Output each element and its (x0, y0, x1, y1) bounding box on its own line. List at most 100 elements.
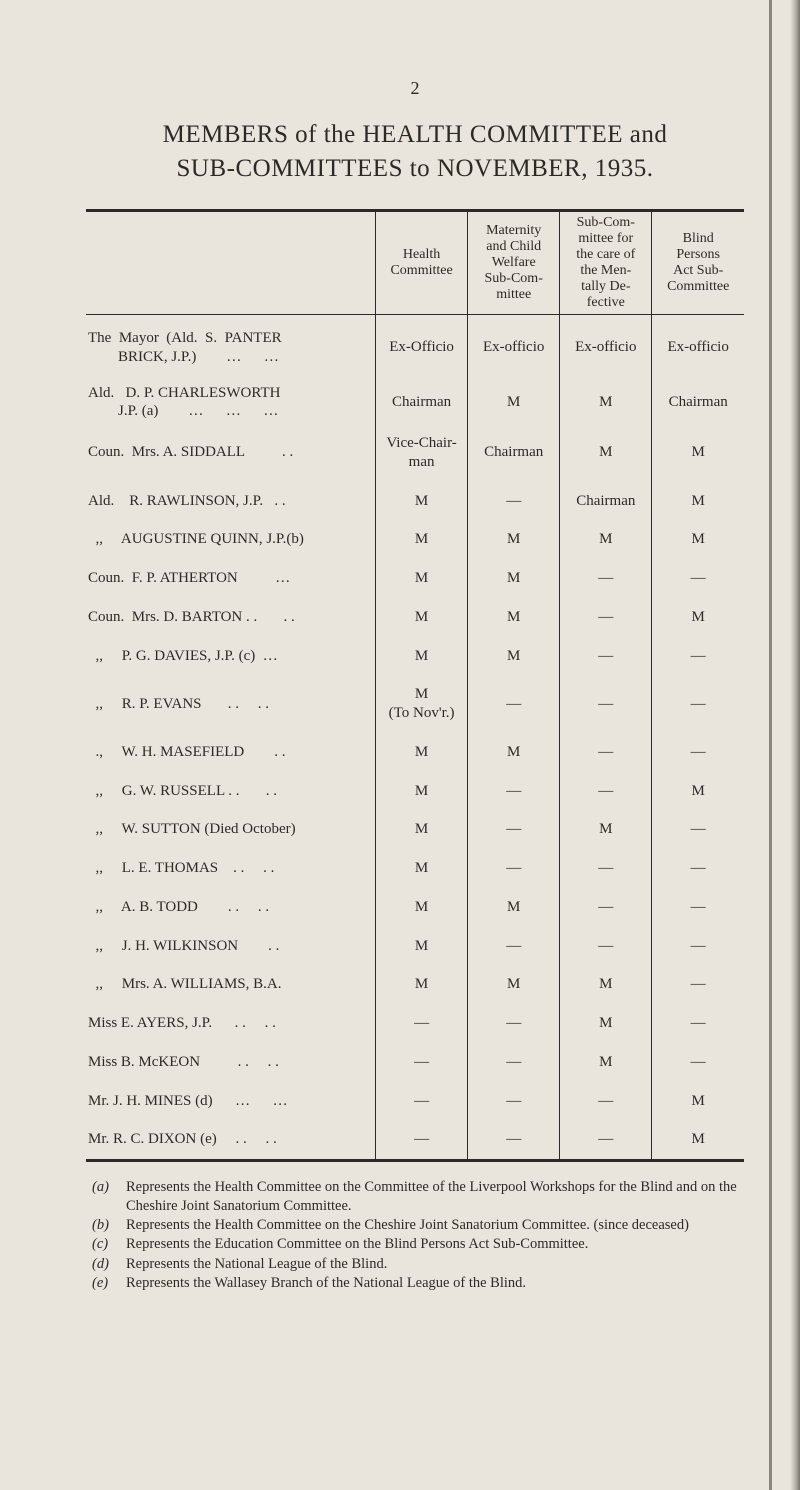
member-name-cell: ,, G. W. RUSSELL . . . . (86, 772, 376, 811)
title-line-2: SUB-COMMITTEES to NOVEMBER, 1935. (86, 155, 744, 183)
cell: — (652, 849, 744, 888)
table-row: ,, L. E. THOMAS . . . .M——— (86, 849, 744, 888)
cell: M (560, 520, 652, 559)
member-name-cell: Coun. Mrs. D. BARTON . . . . (86, 598, 376, 637)
footnote-label: (e) (92, 1274, 126, 1293)
table-row: ,, W. SUTTON (Died October)M—M— (86, 810, 744, 849)
table-row: ,, J. H. WILKINSON . .M——— (86, 927, 744, 966)
cell: Ex-officio (652, 315, 744, 370)
table-row: Mr. R. C. DIXON (e) . . . .———M (86, 1120, 744, 1160)
table-row: Coun. Mrs. D. BARTON . . . .MM—M (86, 598, 744, 637)
cell: — (468, 1043, 560, 1082)
cell: M (652, 772, 744, 811)
cell: — (560, 598, 652, 637)
cell: — (652, 637, 744, 676)
cell: M (560, 424, 652, 482)
cell: — (468, 772, 560, 811)
member-name-cell: ,, Mrs. A. WILLIAMS, B.A. (86, 965, 376, 1004)
cell: — (652, 675, 744, 733)
cell: M (652, 520, 744, 559)
cell: — (560, 559, 652, 598)
member-name-cell: ,, R. P. EVANS . . . . (86, 675, 376, 733)
cell: M (376, 927, 468, 966)
cell: M (376, 888, 468, 927)
cell: M (652, 424, 744, 482)
committee-table: Health Committee Maternity and Child Wel… (86, 209, 744, 1162)
cell: — (468, 1082, 560, 1121)
member-name-cell: Coun. F. P. ATHERTON … (86, 559, 376, 598)
member-name-cell: Mr. R. C. DIXON (e) . . . . (86, 1120, 376, 1160)
footnote-text: Represents the Education Committee on th… (126, 1235, 744, 1254)
table-row: ,, Mrs. A. WILLIAMS, B.A.MMM— (86, 965, 744, 1004)
table-body: The Mayor (Ald. S. PANTER BRICK, J.P.) …… (86, 315, 744, 1161)
footnote: (d)Represents the National League of the… (92, 1255, 744, 1274)
cell: — (560, 888, 652, 927)
member-name-cell: ,, AUGUSTINE QUINN, J.P.(b) (86, 520, 376, 559)
cell: Chairman (376, 370, 468, 425)
cell: — (468, 849, 560, 888)
cell: M (376, 849, 468, 888)
cell: — (560, 1120, 652, 1160)
title-line-1: MEMBERS of the HEALTH COMMITTEE and (86, 121, 744, 149)
cell: M (468, 637, 560, 676)
col-header-maternity: Maternity and Child Welfare Sub-Com- mit… (468, 211, 560, 315)
title-1c: HEALTH COMMITTEE (363, 121, 630, 148)
footnote: (b)Represents the Health Committee on th… (92, 1216, 744, 1235)
cell: M (376, 772, 468, 811)
table-row: ,, G. W. RUSSELL . . . .M——M (86, 772, 744, 811)
cell: M (376, 637, 468, 676)
table-row: Miss B. McKEON . . . .——M— (86, 1043, 744, 1082)
cell: M (376, 810, 468, 849)
cell: — (560, 637, 652, 676)
cell: — (652, 1004, 744, 1043)
member-name-cell: Miss E. AYERS, J.P. . . . . (86, 1004, 376, 1043)
footnote: (a)Represents the Health Committee on th… (92, 1178, 744, 1216)
cell: M (376, 598, 468, 637)
title-1d: and (630, 121, 668, 148)
cell: — (468, 1004, 560, 1043)
footnote-text: Represents the Health Committee on the C… (126, 1216, 744, 1235)
footnote-text: Represents the Health Committee on the C… (126, 1178, 744, 1216)
cell: M (468, 965, 560, 1004)
cell: — (560, 675, 652, 733)
table-row: The Mayor (Ald. S. PANTER BRICK, J.P.) …… (86, 315, 744, 370)
table-row: ., W. H. MASEFIELD . .MM—— (86, 733, 744, 772)
cell: M (376, 482, 468, 521)
cell: M (560, 810, 652, 849)
title-2b: to (410, 155, 437, 182)
table-row: ,, A. B. TODD . . . .MM—— (86, 888, 744, 927)
cell: Ex-officio (468, 315, 560, 370)
title-1a: MEMBERS (163, 121, 296, 148)
cell: — (560, 927, 652, 966)
cell: Chairman (468, 424, 560, 482)
cell: — (468, 927, 560, 966)
cell: — (652, 965, 744, 1004)
footnote-label: (c) (92, 1235, 126, 1254)
member-name-cell: ,, A. B. TODD . . . . (86, 888, 376, 927)
cell: — (468, 1120, 560, 1160)
cell: — (560, 1082, 652, 1121)
cell: — (376, 1120, 468, 1160)
member-name-cell: Mr. J. H. MINES (d) … … (86, 1082, 376, 1121)
cell: Ex-Officio (376, 315, 468, 370)
footnote: (c)Represents the Education Committee on… (92, 1235, 744, 1254)
cell: Ex-officio (560, 315, 652, 370)
cell: M (468, 733, 560, 772)
page-binding-line (769, 0, 772, 1490)
cell: M (560, 965, 652, 1004)
table-row: Coun. Mrs. A. SIDDALL . .Vice-Chair- man… (86, 424, 744, 482)
cell: M (468, 559, 560, 598)
document-page: 2 MEMBERS of the HEALTH COMMITTEE and SU… (0, 0, 800, 1490)
col-header-health: Health Committee (376, 211, 468, 315)
member-name-cell: ,, L. E. THOMAS . . . . (86, 849, 376, 888)
table-row: Mr. J. H. MINES (d) … …———M (86, 1082, 744, 1121)
table-row: Ald. D. P. CHARLESWORTH J.P. (a) … … …Ch… (86, 370, 744, 425)
cell: M (376, 559, 468, 598)
footnote: (e)Represents the Wallasey Branch of the… (92, 1274, 744, 1293)
cell: — (652, 927, 744, 966)
member-name-cell: Coun. Mrs. A. SIDDALL . . (86, 424, 376, 482)
cell: M (652, 1120, 744, 1160)
cell: — (652, 733, 744, 772)
cell: M (To Nov'r.) (376, 675, 468, 733)
table-row: ,, R. P. EVANS . . . .M (To Nov'r.)——— (86, 675, 744, 733)
